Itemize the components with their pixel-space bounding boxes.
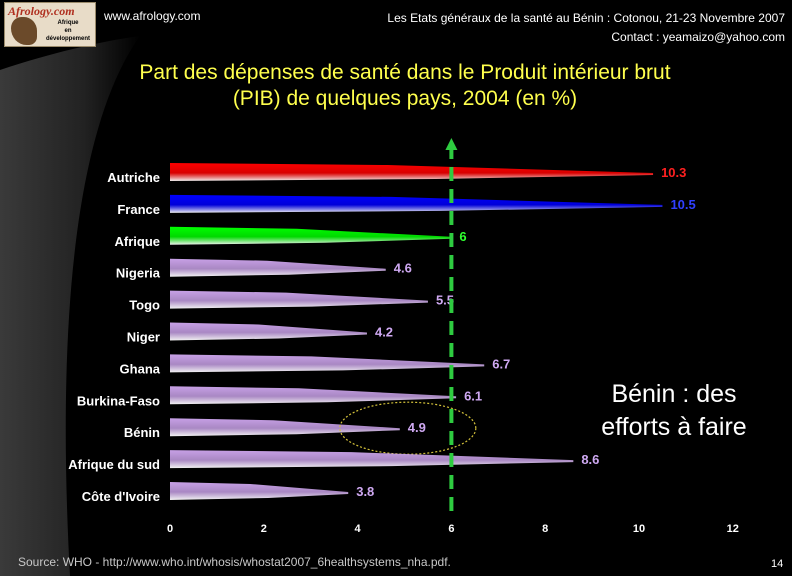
category-label: Burkina-Faso: [77, 393, 160, 408]
bar-ghana: [170, 354, 485, 373]
bar-nigeria: [170, 258, 386, 277]
afrology-logo[interactable]: Afrology.com Afrique en développement: [4, 2, 96, 47]
bar-afrique: [170, 226, 452, 245]
data-label: 10.5: [670, 197, 695, 212]
reference-arrow-head: [445, 138, 458, 150]
bar-autriche: [170, 163, 654, 181]
benin-callout: Bénin : des efforts à faire: [576, 378, 772, 444]
category-label: Niger: [127, 330, 160, 345]
page-number: 14: [771, 558, 784, 570]
data-label: 4.9: [408, 420, 426, 435]
x-tick-label: 6: [448, 523, 454, 535]
bar-france: [170, 194, 663, 213]
category-label: Côte d'Ivoire: [82, 489, 160, 504]
data-label: 6.7: [492, 356, 510, 371]
x-tick-label: 8: [542, 523, 548, 535]
bar-togo: [170, 290, 428, 309]
data-label: 10.3: [661, 165, 686, 180]
x-tick-label: 10: [633, 523, 645, 535]
bar-burkina-faso: [170, 386, 457, 405]
data-label: 8.6: [581, 452, 599, 467]
callout-line-2: efforts à faire: [601, 413, 747, 441]
chart-title: Part des dépenses de santé dans le Produ…: [60, 60, 750, 112]
category-label: Bénin: [124, 425, 160, 440]
bar-niger: [170, 322, 367, 341]
africa-map-icon: [11, 17, 37, 45]
data-label: 4.6: [394, 261, 412, 276]
contact-email[interactable]: Contact : yeamaizo@yahoo.com: [611, 30, 785, 44]
bar-c-te-d-ivoire: [170, 482, 349, 500]
title-line-2: (PIB) de quelques pays, 2004 (en %): [232, 87, 578, 110]
category-label: Nigeria: [116, 266, 161, 281]
x-tick-label: 0: [167, 523, 173, 535]
category-label: Autriche: [107, 170, 160, 185]
category-label: Afrique: [115, 234, 161, 249]
site-url[interactable]: www.afrology.com: [104, 9, 201, 23]
source-note[interactable]: Source: WHO - http://www.who.int/whosis/…: [18, 555, 451, 569]
logo-subtitle: Afrique en développement: [45, 20, 90, 42]
x-tick-label: 12: [727, 523, 739, 535]
title-line-1: Part des dépenses de santé dans le Produ…: [139, 61, 671, 84]
callout-line-1: Bénin : des: [611, 380, 737, 408]
category-label: Afrique du sud: [68, 457, 160, 472]
event-header: Les Etats généraux de la santé au Bénin …: [387, 9, 785, 47]
x-tick-label: 2: [261, 523, 267, 535]
data-label: 3.8: [356, 484, 374, 499]
category-label: Ghana: [120, 361, 161, 376]
x-tick-label: 4: [355, 523, 362, 535]
data-label: 4.2: [375, 325, 393, 340]
bar-afrique-du-sud: [170, 450, 574, 469]
category-label: France: [117, 202, 160, 217]
bar-b-nin: [170, 418, 400, 437]
category-label: Togo: [129, 298, 160, 313]
event-title: Les Etats généraux de la santé au Bénin …: [387, 11, 785, 25]
data-label: 6: [459, 229, 466, 244]
logo-text: Afrology.com: [8, 4, 75, 18]
data-label: 6.1: [464, 388, 482, 403]
